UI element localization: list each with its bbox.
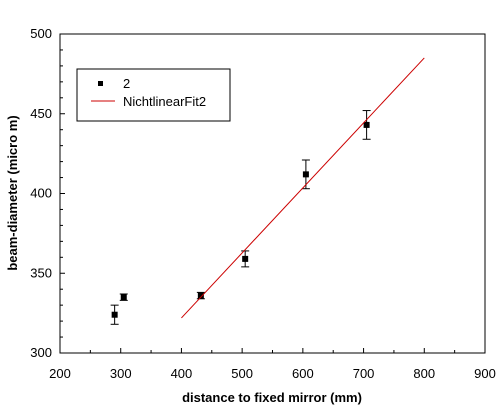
data-point <box>363 121 370 128</box>
legend-label-series-2: NichtlinearFit2 <box>123 94 206 109</box>
y-tick-label: 500 <box>30 26 52 41</box>
x-axis: 200 300 400 500 600 700 800 900 <box>49 348 496 381</box>
y-tick-label: 300 <box>30 345 52 360</box>
x-tick-label: 200 <box>49 366 71 381</box>
y-axis: 300 350 400 450 500 <box>30 26 65 360</box>
legend-label-series-1: 2 <box>123 76 130 91</box>
x-tick-label: 300 <box>110 366 132 381</box>
data-point <box>120 294 127 301</box>
x-tick-label: 500 <box>231 366 253 381</box>
x-tick-label: 700 <box>353 366 375 381</box>
legend-box <box>76 68 231 122</box>
series-layer <box>110 57 425 325</box>
y-tick-label: 400 <box>30 186 52 201</box>
fit-line <box>181 57 425 319</box>
x-tick-label: 400 <box>171 366 193 381</box>
x-tick-label: 800 <box>413 366 435 381</box>
legend-marker-series-1 <box>98 81 103 86</box>
data-point <box>111 311 118 318</box>
y-tick-label: 450 <box>30 106 52 121</box>
x-tick-label: 900 <box>474 366 496 381</box>
data-point <box>302 171 309 178</box>
legend: 2 NichtlinearFit2 <box>76 68 231 122</box>
x-tick-label: 600 <box>292 366 314 381</box>
y-axis-title: beam-diameter (micro m) <box>5 115 20 270</box>
data-point <box>197 292 204 299</box>
y-tick-label: 350 <box>30 265 52 280</box>
data-point <box>242 255 249 262</box>
x-axis-title: distance to fixed mirror (mm) <box>182 390 362 405</box>
